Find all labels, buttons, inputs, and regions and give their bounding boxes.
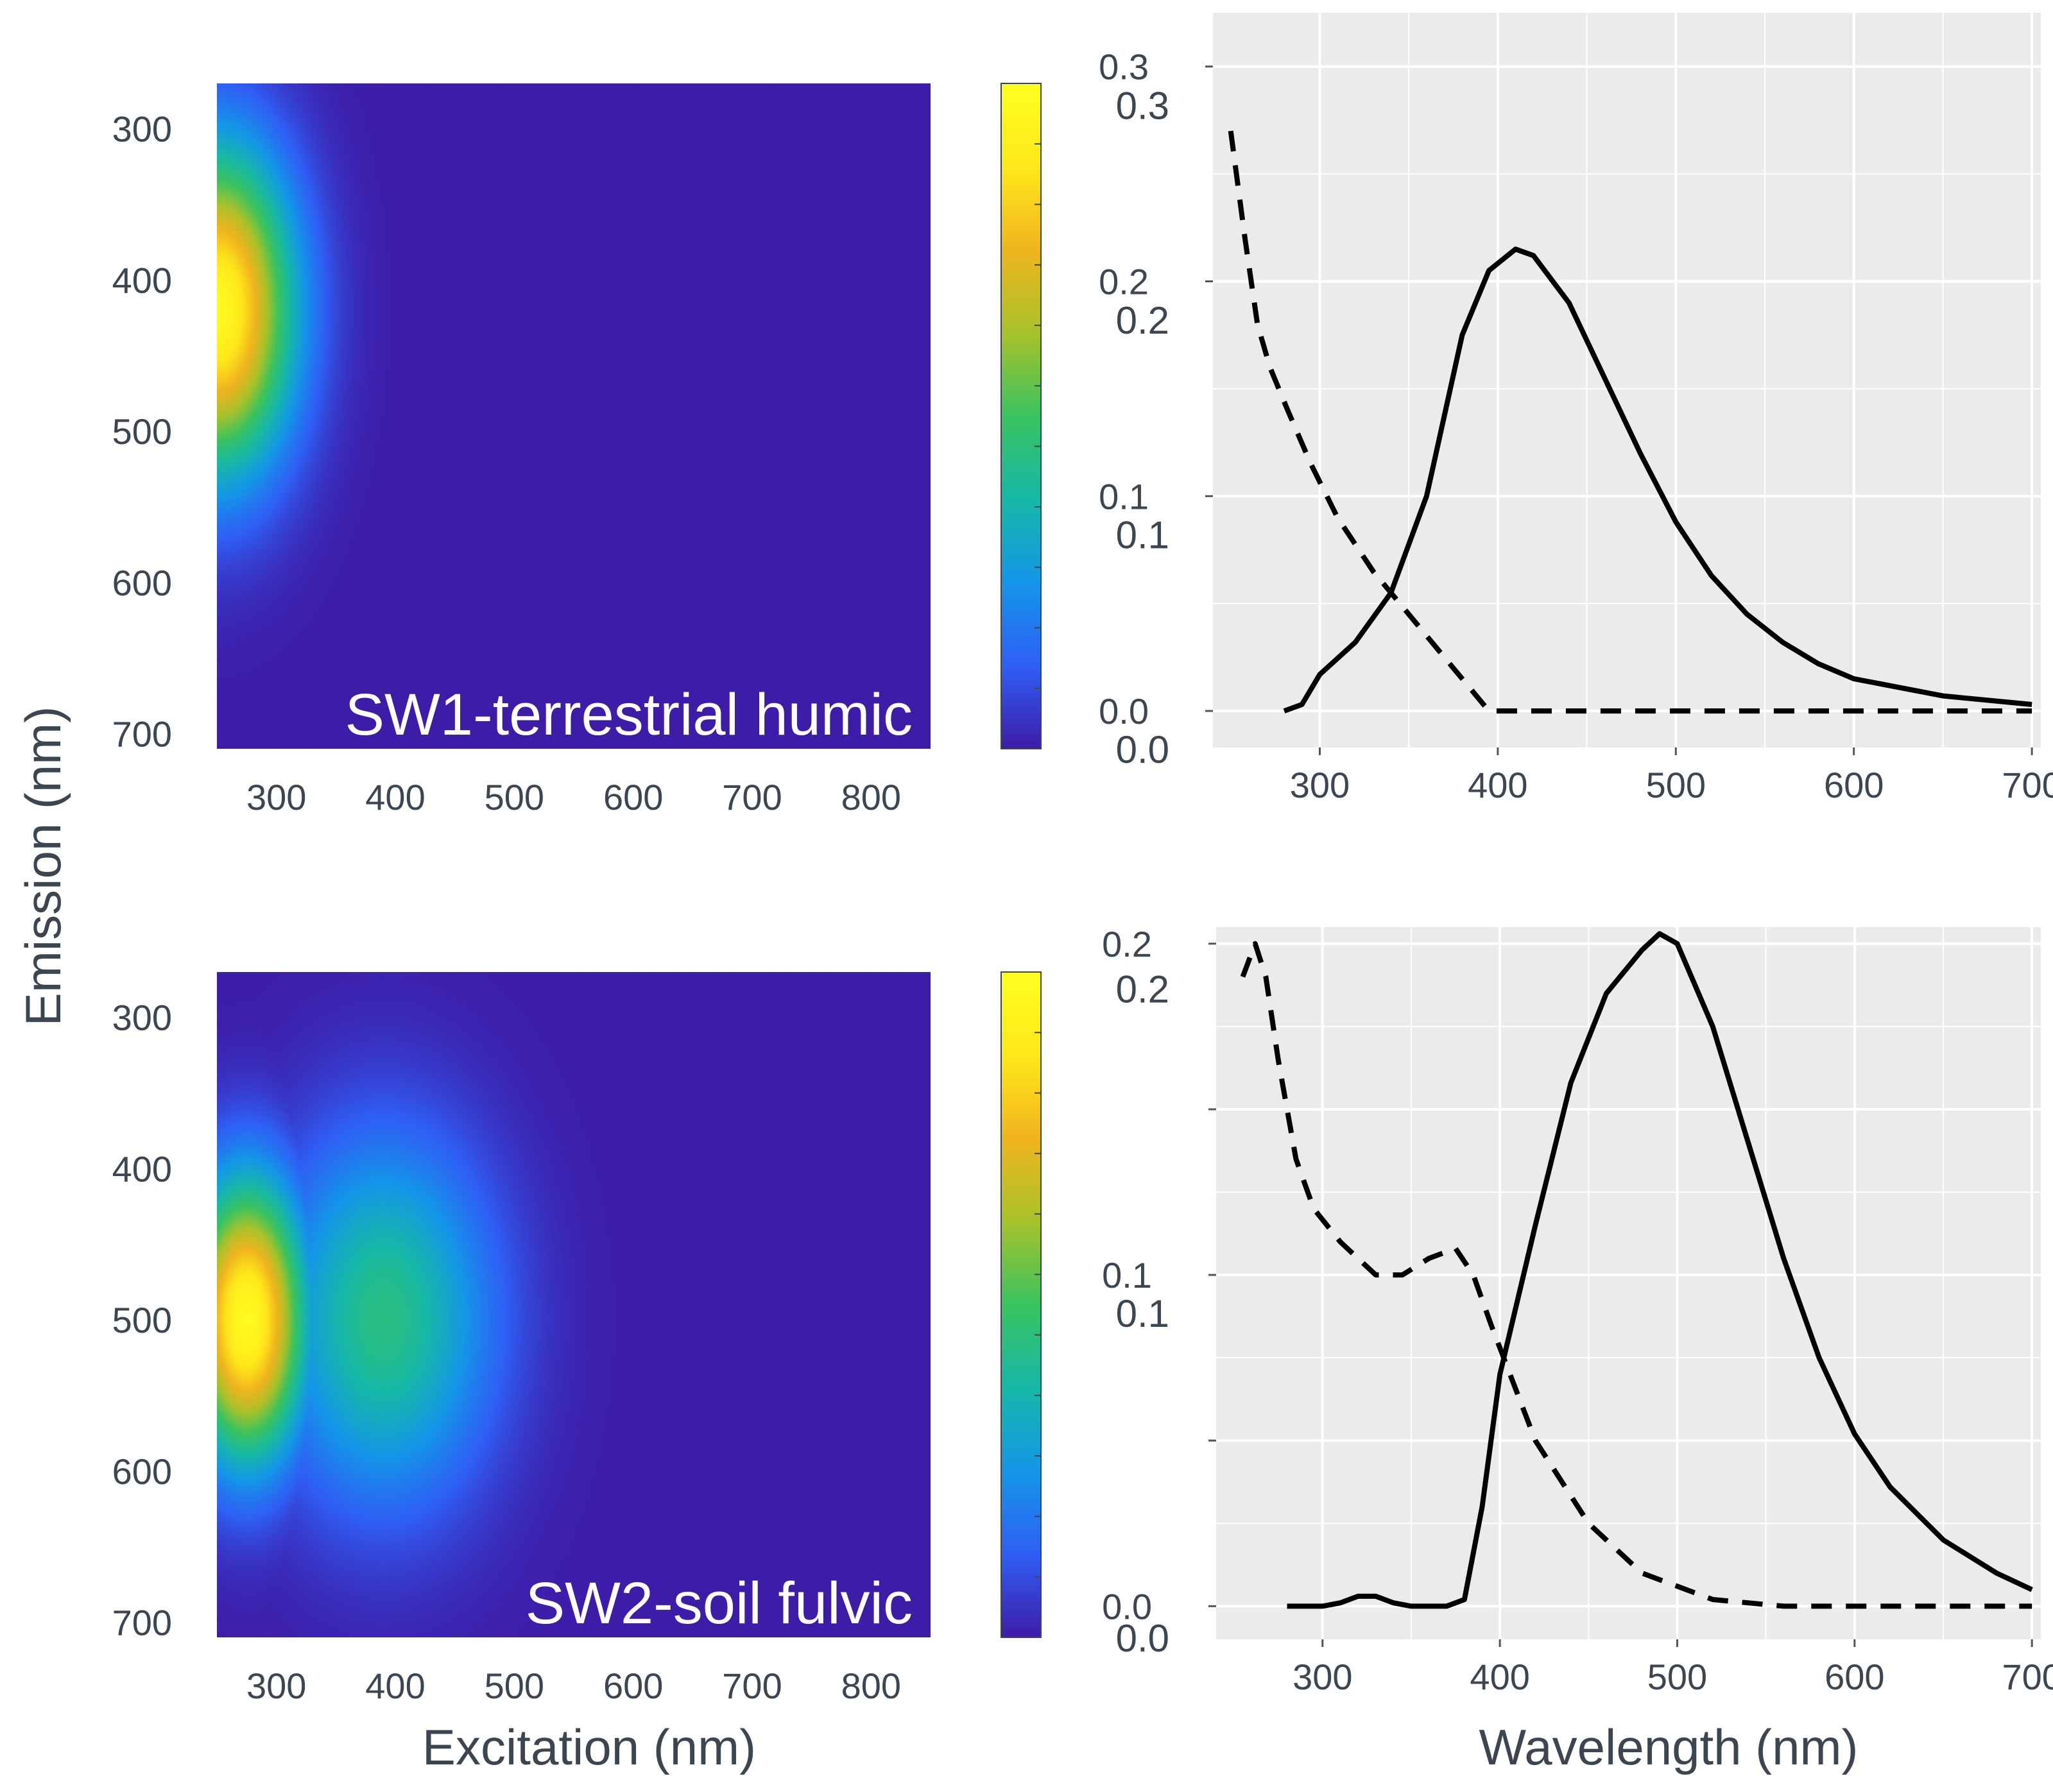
x-tick-label: 600 xyxy=(603,777,663,817)
x-tick-label: 500 xyxy=(1647,1657,1707,1697)
plot-background xyxy=(1216,927,2041,1639)
colorbar-gradient xyxy=(1001,83,1042,749)
y-tick-label: 0.2 xyxy=(1099,261,1149,302)
emission-spectrum-line xyxy=(1283,246,2032,713)
panel-label: SW1-terrestrial humic xyxy=(345,682,913,747)
colorbar-tick-label: 0.1 xyxy=(1116,1292,1169,1335)
x-tick-label: 300 xyxy=(1293,1657,1352,1697)
y-tick-label: 400 xyxy=(112,260,172,300)
x-tick-label: 400 xyxy=(365,1666,425,1706)
wavelength-axis-title: Wavelength (nm) xyxy=(1479,1719,1859,1775)
eem-panel-sw1: 300 400 500 600 700 800 300 400 500 600 700 SW1-ter… xyxy=(112,83,931,817)
y-tick-label: 0.3 xyxy=(1099,47,1149,87)
y-tick-label: 0.2 xyxy=(1102,924,1152,964)
x-tick-label: 400 xyxy=(1468,765,1527,805)
x-tick-label: 300 xyxy=(246,777,306,817)
spectra-panel-sw2: 300 400 500 600 700 0.0 0.1 0.2 xyxy=(1102,924,2053,1697)
colorbar-gradient xyxy=(1001,971,1042,1638)
y-tick-label: 500 xyxy=(112,411,172,452)
y-tick-label: 700 xyxy=(112,1602,172,1643)
x-tick-label: 300 xyxy=(246,1666,306,1706)
colorbar-tick-label: 0.2 xyxy=(1116,968,1169,1011)
eem-heatmap-image xyxy=(217,972,931,1637)
colorbar-tick-label: 0.1 xyxy=(1116,513,1169,556)
x-tick-label: 300 xyxy=(1290,765,1350,805)
y-tick-label: 0.1 xyxy=(1099,476,1149,516)
y-tick-label: 700 xyxy=(112,713,172,754)
y-tick-label: 0.0 xyxy=(1099,691,1149,731)
x-tick-label: 500 xyxy=(1646,765,1706,805)
colorbar-tick-label: 0.0 xyxy=(1116,728,1169,771)
emission-axis-title: Emission (nm) xyxy=(15,706,71,1026)
x-tick-label: 400 xyxy=(1470,1657,1529,1697)
x-tick-label: 800 xyxy=(841,777,901,817)
y-tick-label: 300 xyxy=(112,109,172,149)
y-tick-label: 500 xyxy=(112,1300,172,1340)
colorbar-tick-label: 0.2 xyxy=(1116,299,1169,342)
y-tick-label: 400 xyxy=(112,1148,172,1189)
y-tick-label: 0.0 xyxy=(1102,1586,1152,1626)
panel-label: SW2-soil fulvic xyxy=(526,1571,913,1636)
colorbar-tick-label: 0.0 xyxy=(1116,1617,1169,1660)
x-tick-label: 800 xyxy=(841,1666,901,1706)
eem-panel-sw2: 300 400 500 600 700 800 300 400 500 600 700 SW2-soi… xyxy=(112,972,931,1706)
y-tick-label: 600 xyxy=(112,563,172,603)
x-tick-label: 600 xyxy=(603,1666,663,1706)
x-tick-label: 400 xyxy=(365,777,425,817)
emission-spectrum-line xyxy=(1287,931,2033,1609)
x-tick-label: 600 xyxy=(1824,765,1884,805)
spectra-panel-sw1: 300 400 500 600 700 0.0 0.1 0.2 0.3 xyxy=(1099,13,2053,805)
x-tick-label: 500 xyxy=(485,1666,544,1706)
colorbar-tick-label: 0.3 xyxy=(1116,84,1169,127)
excitation-axis-title: Excitation (nm) xyxy=(422,1719,756,1775)
excitation-spectrum-line xyxy=(1240,941,2032,1609)
y-tick-label: 300 xyxy=(112,998,172,1038)
x-tick-label: 700 xyxy=(722,1666,782,1706)
plot-background xyxy=(1213,13,2041,747)
colorbar-sw1: 0.0 0.1 0.2 0.3 xyxy=(1001,83,1169,771)
eem-heatmap-image xyxy=(217,83,931,749)
x-tick-label: 700 xyxy=(2002,1657,2053,1697)
colorbar-sw2: 0.0 0.1 0.2 xyxy=(1001,968,1169,1660)
y-tick-label: 600 xyxy=(112,1451,172,1492)
x-tick-label: 700 xyxy=(2002,765,2053,805)
y-tick-label: 0.1 xyxy=(1102,1255,1152,1295)
x-tick-label: 600 xyxy=(1825,1657,1884,1697)
x-tick-label: 700 xyxy=(722,777,782,817)
x-tick-label: 500 xyxy=(485,777,544,817)
